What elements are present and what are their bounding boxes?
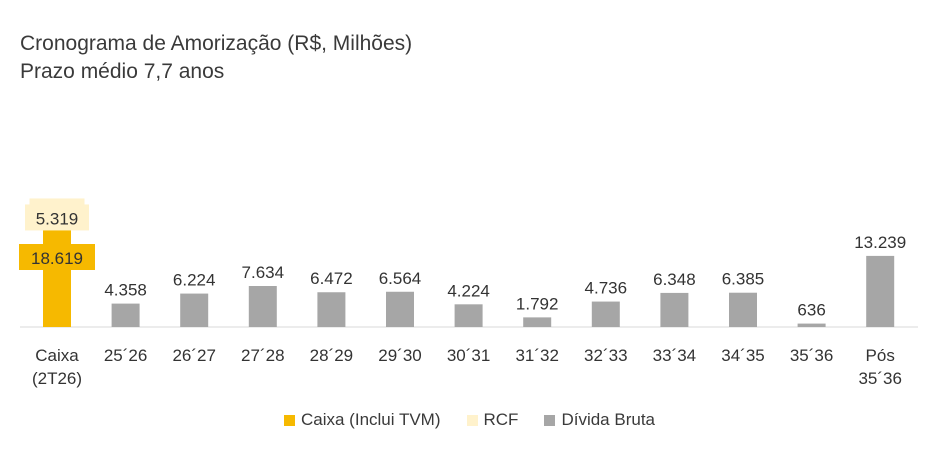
data-label-divida: 6.385 (722, 270, 765, 289)
data-label-divida: 6.224 (173, 271, 216, 290)
data-label-caixa: 18.619 (31, 249, 83, 268)
bar-divida (180, 293, 209, 327)
x-tick-label: 32´33 (584, 346, 627, 365)
data-label-divida: 4.736 (585, 279, 628, 298)
title-line-2: Prazo médio 7,7 anos (20, 60, 225, 83)
amortization-chart: 18.619 5.319 Caixa (2T26) 4.358 25´26 6.224 26´… (19, 198, 918, 388)
data-label-divida: 7.634 (242, 263, 285, 282)
bar-divida (660, 292, 689, 327)
bar-divida (454, 304, 483, 327)
bar-divida (729, 292, 757, 327)
data-label-divida: 636 (797, 301, 825, 320)
data-label-divida: 13.239 (854, 233, 906, 252)
bar-divida (591, 301, 620, 327)
bar-divida (523, 317, 552, 327)
legend-swatch-caixa (284, 414, 295, 426)
legend-item-rcf: RCF (466, 410, 519, 430)
data-label-rcf: 5.319 (36, 209, 79, 228)
data-label-divida: 1.792 (516, 294, 559, 313)
data-label-divida: 4.224 (447, 281, 490, 300)
legend-label-divida: Dívida Bruta (561, 410, 655, 429)
x-tick-label: 30´31 (447, 346, 490, 365)
bar-caixa (43, 227, 71, 327)
x-tick-label: 35´36 (790, 346, 833, 365)
bar-divida (386, 291, 414, 327)
bar-divida (866, 255, 895, 327)
legend-label-caixa: Caixa (Inclui TVM) (301, 410, 441, 429)
x-tick-label: 31´32 (515, 346, 558, 365)
x-tick-label: 28´29 (310, 346, 353, 365)
legend-item-caixa: Caixa (Inclui TVM) (284, 410, 441, 430)
bar-divida (797, 323, 826, 327)
data-label-divida: 6.472 (310, 269, 353, 288)
bar-divida (248, 286, 277, 327)
label-bg-rcf (25, 204, 89, 231)
x-tick-label: 27´28 (241, 346, 284, 365)
legend-label-rcf: RCF (483, 410, 519, 429)
legend-swatch-rcf (466, 414, 478, 426)
legend-item-divida: Dívida Bruta (544, 410, 655, 430)
data-label-divida: 6.564 (379, 269, 422, 288)
x-tick-label: 35´36 (858, 369, 901, 388)
legend-swatch-divida (544, 414, 556, 426)
bar-divida (317, 292, 346, 327)
x-tick-label: Pós (866, 346, 895, 365)
title-line-1: Cronograma de Amorização (R$, Milhões) (20, 32, 413, 55)
bar-divida (111, 303, 140, 327)
x-tick-label: 26´27 (172, 346, 215, 365)
data-label-divida: 6.348 (653, 270, 696, 289)
data-label-divida: 4.358 (104, 281, 147, 300)
x-tick-label: Caixa (35, 346, 79, 365)
x-tick-label: 25´26 (104, 346, 147, 365)
legend: Caixa (Inclui TVM) RCF Dívida Bruta (0, 410, 939, 430)
chart-title: Cronograma de Amorização (R$, Milhões) P… (20, 30, 412, 86)
x-tick-label: 34´35 (721, 346, 764, 365)
x-tick-label: 33´34 (653, 346, 696, 365)
label-bg-caixa (19, 244, 95, 270)
x-tick-label: 29´30 (378, 346, 421, 365)
x-tick-label: (2T26) (32, 369, 82, 388)
